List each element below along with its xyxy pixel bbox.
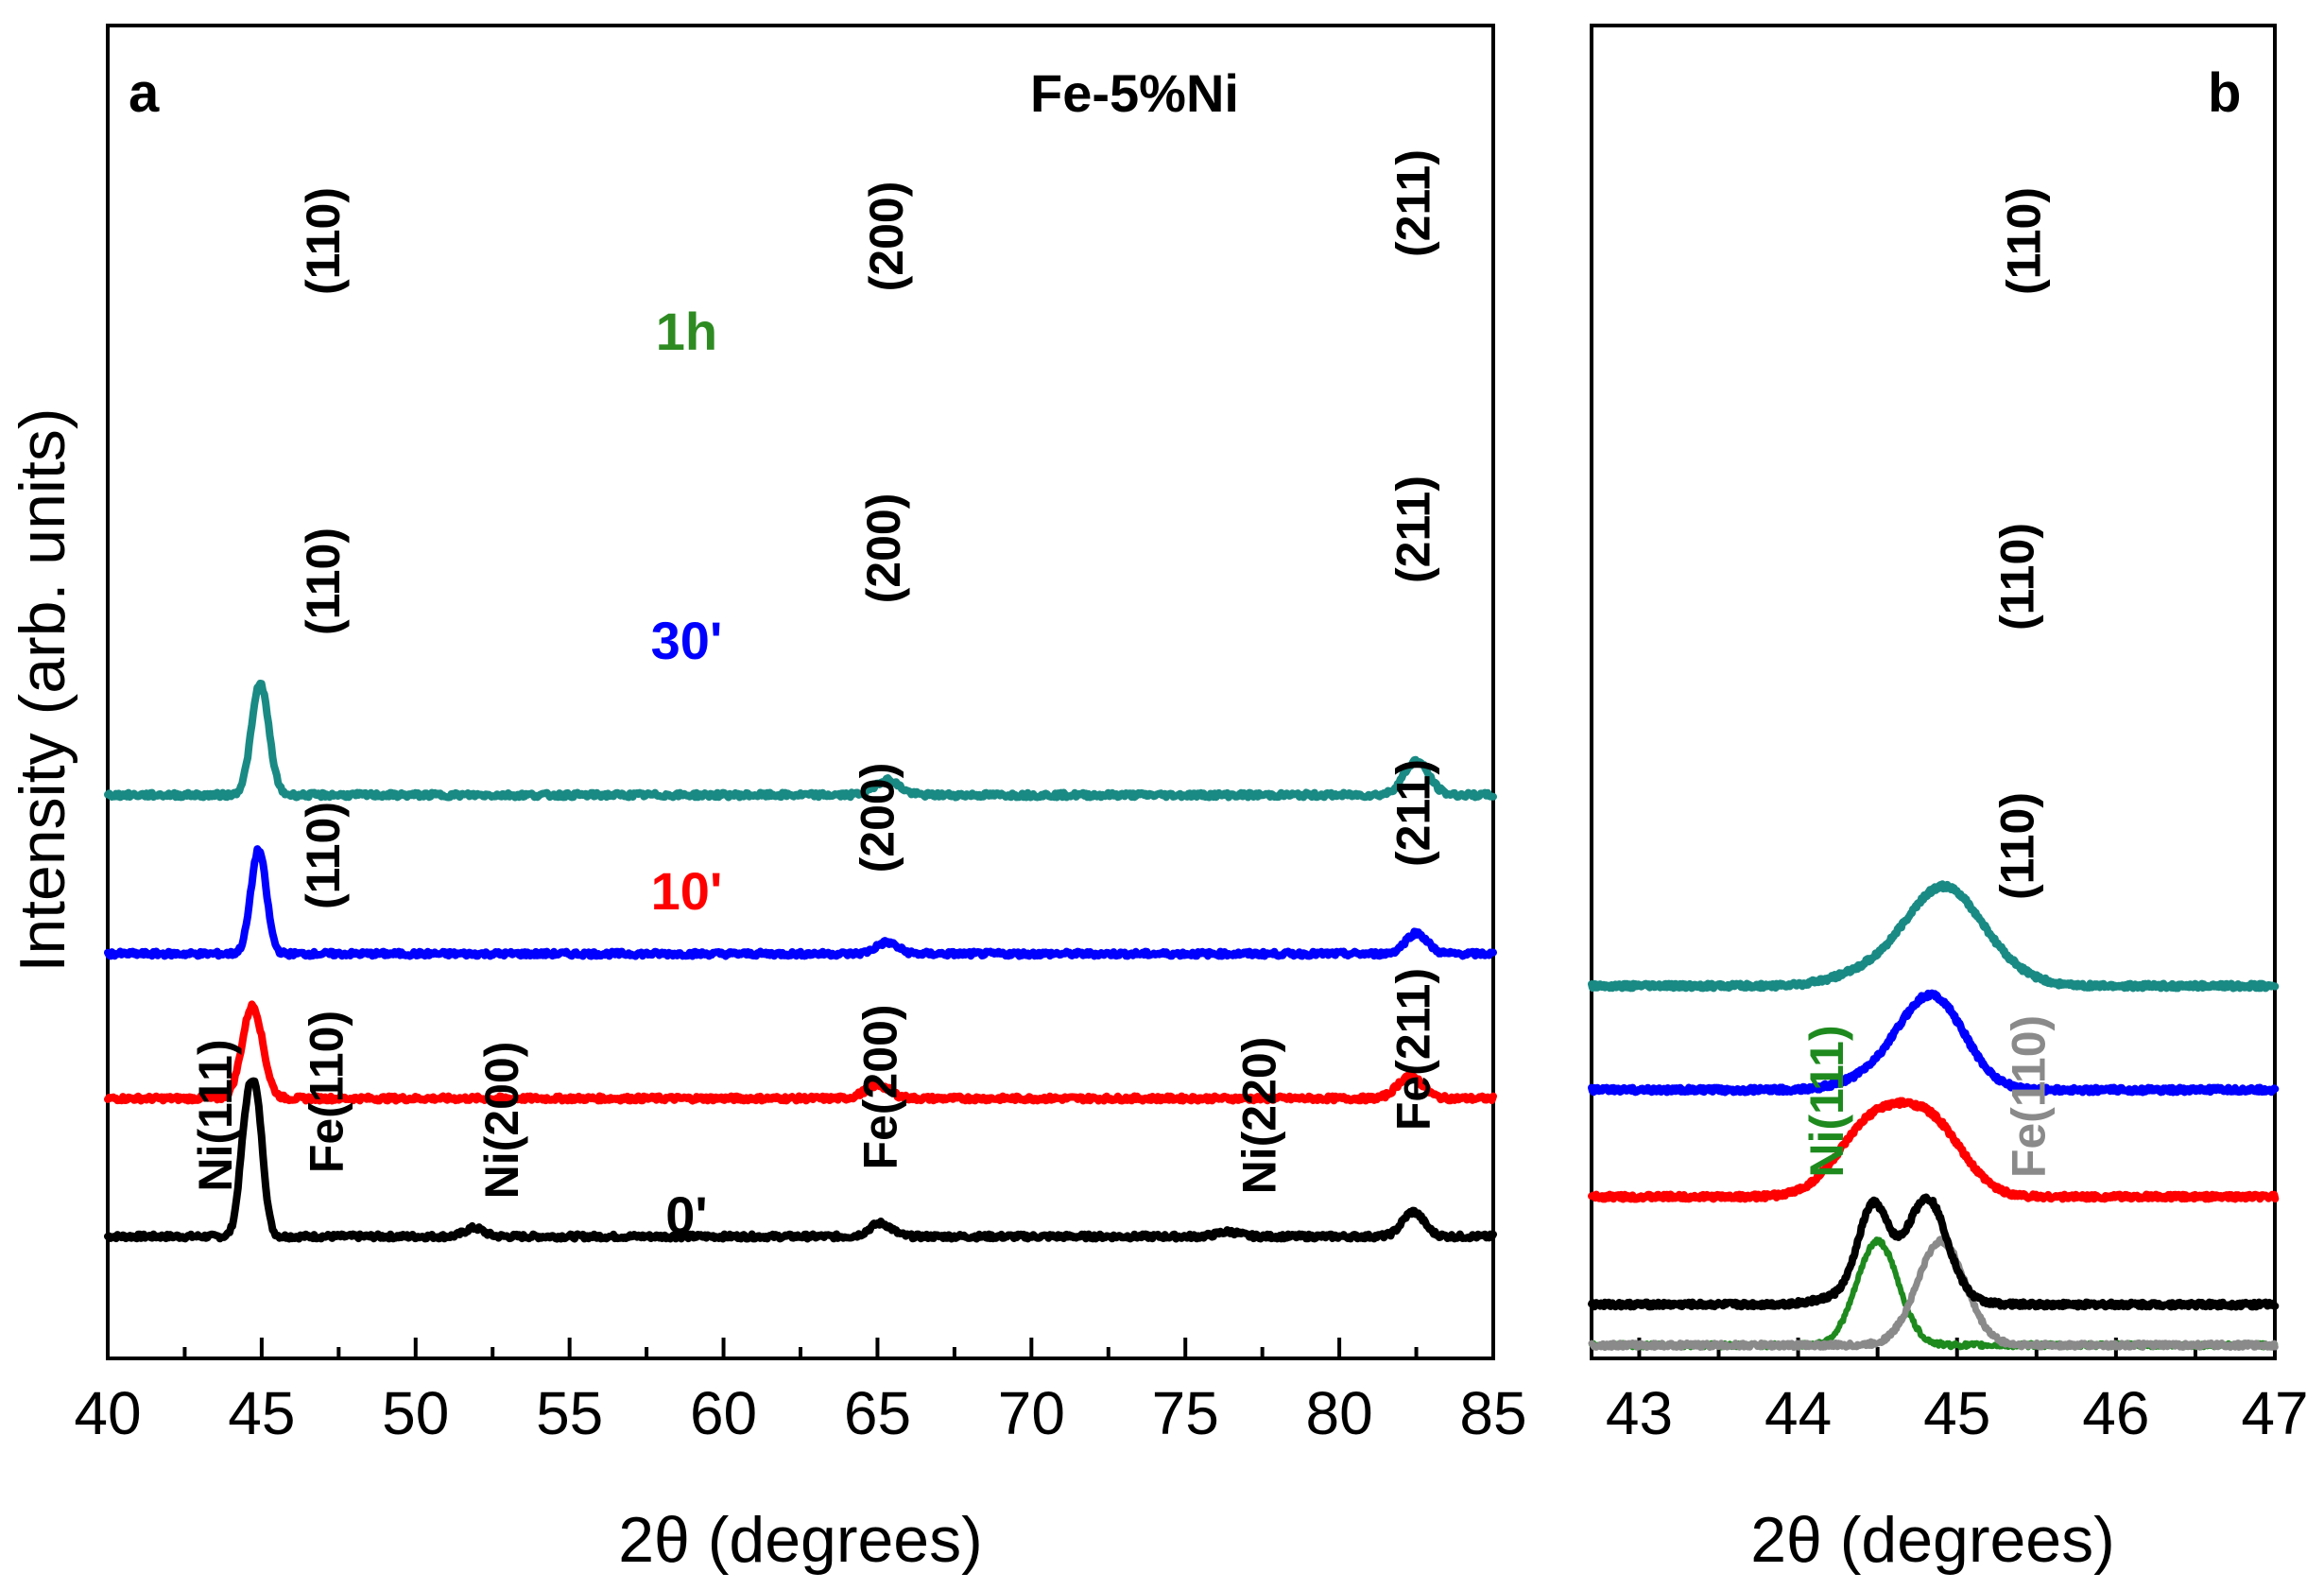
peak-label: (110) <box>297 187 350 295</box>
peak-label: (110) <box>1997 187 2050 295</box>
peak-label: Fe(110) <box>300 1011 353 1173</box>
panel-a-peak-labels: Ni(111) Fe(110) Ni(200) Fe(200) Ni(220) Fe(21… <box>189 149 1439 1245</box>
peak-label: (211) <box>1386 149 1439 257</box>
series-line-10- <box>1588 1097 2280 1203</box>
panel-a: a Fe-5%Ni Intensity (arb. units) 2θ (deg… <box>7 24 1527 1576</box>
panel-a-x-ticks: 40 45 50 55 60 65 70 75 80 85 <box>74 1338 1527 1447</box>
peak-label: (211) <box>1386 475 1439 583</box>
panel-a-y-axis-label: Intensity (arb. units) <box>7 407 78 972</box>
panel-b-curves <box>1588 880 2280 1351</box>
peak-label: (110) <box>1991 792 2044 900</box>
peak-label: (211) <box>1386 759 1439 867</box>
peak-label: (200) <box>857 493 910 604</box>
peak-label: (110) <box>297 802 350 909</box>
x-tick-label: 43 <box>1606 1379 1673 1447</box>
x-tick-label: 46 <box>2082 1379 2149 1447</box>
panel-a-title: Fe-5%Ni <box>1030 63 1239 123</box>
panel-b-frame <box>1590 24 2277 1360</box>
peak-label: Ni(200) <box>475 1042 528 1200</box>
panel-b-peak-labels: Ni(111) Fe(110) (110) (110) (110) <box>1800 187 2056 1178</box>
peak-label: (200) <box>851 763 904 873</box>
x-tick-label: 65 <box>844 1379 911 1447</box>
peak-label: Fe(200) <box>854 1004 907 1169</box>
x-tick-label: 55 <box>536 1379 603 1447</box>
series-line-30- <box>104 845 1497 960</box>
peak-label: (110) <box>1991 523 2044 631</box>
curve-label: 0' <box>665 1185 707 1245</box>
peak-label: (110) <box>297 527 350 635</box>
panel-a-x-axis-label: 2θ (degrees) <box>618 1504 983 1576</box>
x-tick-label: 80 <box>1306 1379 1373 1447</box>
x-tick-label: 40 <box>74 1379 141 1447</box>
peak-label: (200) <box>860 181 913 292</box>
series-line-1h <box>104 680 1497 802</box>
series-line-fe-110-reference <box>1588 1236 2279 1351</box>
panel-b-x-ticks: 43 44 45 46 47 <box>1606 1338 2309 1447</box>
curve-label: 10' <box>651 861 723 921</box>
series-line-10- <box>104 1000 1497 1105</box>
series-line-0- <box>1588 1193 2280 1311</box>
panel-b: b 2θ (degrees) 43 44 45 46 47 Ni(111) Fe(110)… <box>1588 24 2309 1576</box>
peak-label: Ni(111) <box>1800 1025 1853 1177</box>
curve-label: 1h <box>656 302 717 361</box>
panel-b-x-axis-label: 2θ (degrees) <box>1750 1504 2115 1576</box>
x-tick-label: 45 <box>228 1379 295 1447</box>
x-tick-label: 50 <box>382 1379 449 1447</box>
x-tick-label: 70 <box>998 1379 1065 1447</box>
peak-label: Fe(211) <box>1386 968 1439 1131</box>
x-tick-label: 45 <box>1923 1379 1990 1447</box>
x-tick-label: 75 <box>1152 1379 1219 1447</box>
x-tick-label: 44 <box>1765 1379 1832 1447</box>
panel-a-curves <box>104 680 1497 1243</box>
panel-a-letter: a <box>129 62 160 124</box>
series-line-0- <box>104 1077 1497 1243</box>
x-tick-label: 47 <box>2241 1379 2308 1447</box>
curve-label: 30' <box>651 611 723 670</box>
x-tick-label: 85 <box>1459 1379 1526 1447</box>
series-line-1h <box>1588 880 2280 993</box>
panel-b-letter: b <box>2208 62 2241 124</box>
series-line-ni-111-reference <box>1589 1236 2279 1351</box>
peak-label: Fe(110) <box>2002 1015 2055 1178</box>
peak-label: Ni(220) <box>1232 1037 1285 1195</box>
peak-label: Ni(111) <box>189 1039 242 1191</box>
x-tick-label: 60 <box>690 1379 757 1447</box>
series-line-30- <box>1588 989 2280 1097</box>
